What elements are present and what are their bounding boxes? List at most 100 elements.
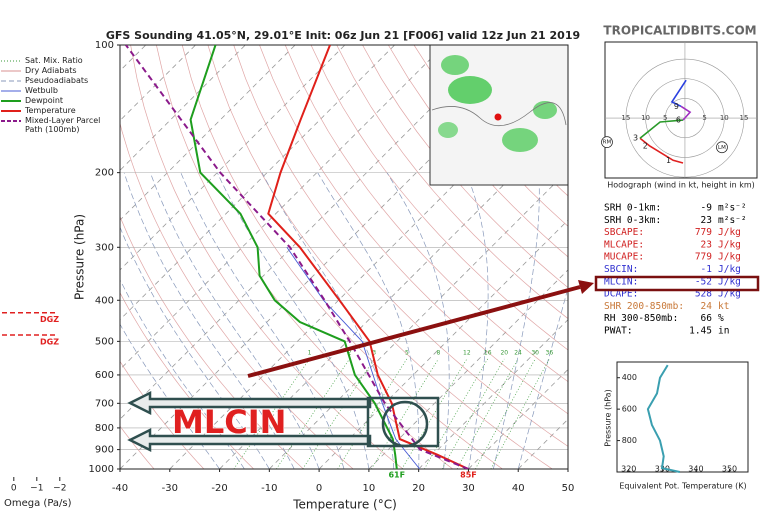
index-value: -1 <box>701 264 713 275</box>
index-value: 779 <box>695 227 712 238</box>
dry-adiabat <box>207 45 553 469</box>
x-tick-label: −2 <box>53 484 66 494</box>
index-label: SRH 0-3km: <box>604 215 661 226</box>
index-unit: in <box>718 326 729 337</box>
dry-adiabat <box>181 45 503 469</box>
height-label: 3 <box>633 134 638 143</box>
storm-motion <box>601 136 613 148</box>
pseudoadiabat <box>492 172 540 469</box>
hodo-tick-label: 10 <box>720 114 729 122</box>
isotherm <box>468 368 568 469</box>
mixing-ratio-label: 24 <box>514 349 522 356</box>
pointer-head <box>578 280 594 294</box>
indices: SRH 0-1km: -9 m²s⁻² SRH 0-3km: 23 m²s⁻² SBCAPE… <box>604 203 747 337</box>
hodo-tick-label: 15 <box>621 114 630 122</box>
hodograph-caption: Hodograph (wind in kt, height in km) <box>607 181 755 190</box>
index-value: -52 <box>695 276 712 287</box>
legend-entry: Mixed-Layer Parcel Path (100mb) <box>0 116 112 134</box>
legend-swatch <box>1 100 21 102</box>
y-tick-label: 600 <box>622 405 637 414</box>
index-label: SBCIN: <box>604 264 638 275</box>
x-tick-label: -30 <box>162 483 178 494</box>
isotherm <box>120 45 395 321</box>
map-inset <box>429 44 569 186</box>
index-label: SHR 200-850mb: <box>604 301 684 312</box>
storm-motion-label: RM <box>603 140 612 146</box>
arrow <box>127 390 372 416</box>
row-box <box>594 275 760 292</box>
index-label: RH 300-850mb: <box>604 313 678 324</box>
index-value: 23 <box>701 239 712 250</box>
legend-label: Dry Adiabats <box>25 66 77 75</box>
mixing-ratio-label: 1 <box>308 349 312 356</box>
legend-swatch <box>1 110 21 112</box>
mixing-ratio-line <box>302 358 375 469</box>
index-unit: kt <box>718 301 729 312</box>
precip <box>448 76 492 104</box>
hodo-ring <box>664 98 705 139</box>
dgz-label: DGZ <box>40 315 59 324</box>
legend-label: Pseudoadiabats <box>25 76 89 85</box>
index-unit: J/kg <box>718 276 741 287</box>
index-label: PWAT: <box>604 326 633 337</box>
isotherm <box>120 45 445 371</box>
index-unit: J/kg <box>718 227 741 238</box>
isotherm <box>120 45 246 171</box>
index-unit: J/kg <box>718 289 741 300</box>
legend: Sat. Mix. Ratio Dry Adiabats Pseudoadiabat… <box>0 56 112 135</box>
y-tick-label: 400 <box>95 295 114 306</box>
y-axis-label: Pressure (hPa) <box>73 214 87 300</box>
hodo-ring <box>645 78 725 158</box>
hodo-trace <box>639 137 684 164</box>
mixing-ratio-label: 3 <box>372 349 376 356</box>
x-tick-label: 20 <box>412 483 425 494</box>
surface-label: 85F <box>460 471 477 480</box>
arrow <box>127 427 372 453</box>
legend-swatch <box>1 70 21 72</box>
isotherm <box>120 45 296 221</box>
index-label: MUCAPE: <box>604 252 644 263</box>
hodo-ring <box>625 58 745 178</box>
chart-title: GFS Sounding 41.05°N, 29.01°E Init: 06z … <box>106 29 580 42</box>
y-tick-label: 900 <box>95 445 114 456</box>
legend-entry: Sat. Mix. Ratio <box>0 56 112 65</box>
x-tick-label: 50 <box>562 483 575 494</box>
index-unit: J/kg <box>718 239 741 250</box>
hodo-tick-label: 5 <box>663 114 667 122</box>
y-tick-label: 800 <box>622 436 637 445</box>
index-unit: m²s⁻² <box>718 203 747 214</box>
isotherm <box>368 269 568 469</box>
mixing-ratio-line <box>337 358 408 469</box>
pseudoadiabat <box>517 286 568 469</box>
mixing-ratio-label: 36 <box>546 349 554 356</box>
x-tick-label: 0 <box>11 484 17 494</box>
index-value: 66 <box>701 313 713 324</box>
x-tick-label: 0 <box>316 483 322 494</box>
index-unit: J/kg <box>718 264 741 275</box>
mixing-ratio-line <box>371 358 439 469</box>
legend-label: Dewpoint <box>25 96 64 105</box>
profile-line <box>267 45 469 469</box>
x-tick-label: 320 <box>621 465 636 474</box>
index-label: DCAPE: <box>604 289 638 300</box>
annotation-text: MLCIN <box>172 403 286 441</box>
mixing-ratio-label: 2 <box>348 349 352 356</box>
location <box>494 113 502 121</box>
x-tick-label: −1 <box>30 484 43 494</box>
thetae-frame <box>616 361 749 473</box>
hodograph: 15 10 5 5 10 15 1 23 6 9 RM LM <box>601 42 757 178</box>
y-tick-label: 100 <box>95 40 114 51</box>
omega-label: Omega (Pa/s) <box>4 498 72 509</box>
index-unit: m²s⁻² <box>718 215 747 226</box>
legend-label: Mixed-Layer Parcel Path (100mb) <box>25 116 101 134</box>
dry-adiabat <box>284 45 568 383</box>
profile-line <box>286 247 421 469</box>
isotherm <box>120 45 196 122</box>
hodograph-frame <box>604 41 758 179</box>
isotherm <box>418 319 568 469</box>
legend-entry: Pseudoadiabats <box>0 76 112 85</box>
mlcin-annotation: MLCIN <box>127 275 760 453</box>
dry-adiabat <box>259 45 568 415</box>
